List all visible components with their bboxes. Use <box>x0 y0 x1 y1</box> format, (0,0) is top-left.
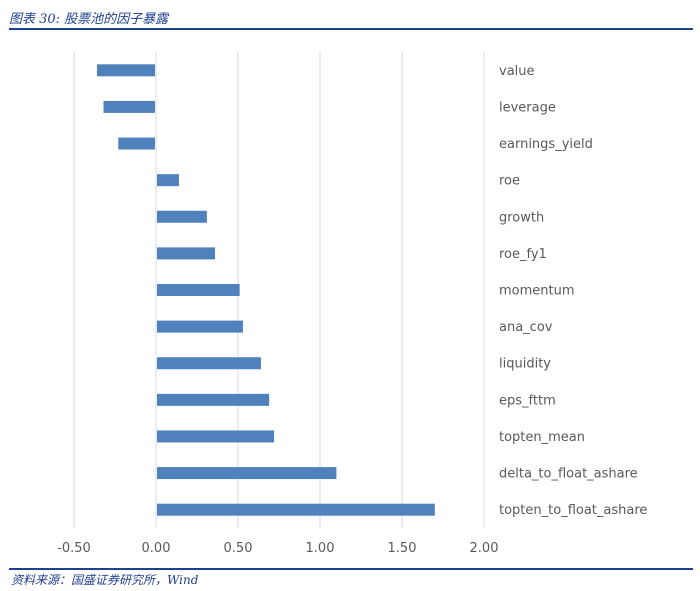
bar-ana-cov <box>157 320 243 333</box>
category-label-topten-mean: topten_mean <box>499 430 585 445</box>
category-label-eps-fttm: eps_fttm <box>499 393 556 408</box>
x-tick-label: 2.00 <box>470 541 499 556</box>
figure-header: 图表 30: 股票池的因子暴露 <box>9 4 693 30</box>
footer-divider <box>9 568 693 570</box>
category-label-ana-cov: ana_cov <box>499 320 553 335</box>
bars <box>96 64 435 516</box>
category-label-roe-fy1: roe_fy1 <box>499 247 547 262</box>
category-label-leverage: leverage <box>499 100 556 115</box>
bar-leverage <box>103 100 155 113</box>
x-tick-label: -0.50 <box>57 541 91 556</box>
bar-earnings-yield <box>118 137 155 150</box>
source-note: 资料来源：国盛证券研究所，Wind <box>11 573 199 587</box>
category-label-liquidity: liquidity <box>499 357 551 372</box>
x-tick-label: 1.00 <box>306 541 335 556</box>
bar-topten-to-float-ashare <box>157 503 435 516</box>
category-label-earnings-yield: earnings_yield <box>499 137 593 152</box>
x-axis-ticks: -0.50 0.00 0.50 1.00 1.50 2.00 <box>57 541 498 556</box>
bar-roe-fy1 <box>157 247 216 260</box>
category-label-momentum: momentum <box>499 284 575 299</box>
category-label-topten-to-float-ashare: topten_to_float_ashare <box>499 503 647 518</box>
bar-eps-fttm <box>157 393 270 406</box>
category-label-delta-to-float-ashare: delta_to_float_ashare <box>499 467 638 482</box>
bar-topten-mean <box>157 430 275 443</box>
bar-delta-to-float-ashare <box>157 467 337 480</box>
category-label-value: value <box>499 64 535 79</box>
gridlines <box>73 52 485 528</box>
bar-liquidity <box>157 357 261 370</box>
bar-value <box>96 64 155 77</box>
bar-growth <box>157 210 207 223</box>
bar-momentum <box>157 284 240 296</box>
figure-title: 图表 30: 股票池的因子暴露 <box>9 12 169 27</box>
x-tick-label: 0.50 <box>224 541 253 556</box>
x-tick-label: 0.00 <box>142 541 171 556</box>
figure-footer: 资料来源：国盛证券研究所，Wind <box>9 568 693 588</box>
category-label-growth: growth <box>499 210 544 225</box>
header-divider <box>9 28 693 30</box>
x-tick-label: 1.50 <box>388 541 417 556</box>
bar-roe <box>157 174 179 187</box>
category-label-roe: roe <box>499 174 520 189</box>
